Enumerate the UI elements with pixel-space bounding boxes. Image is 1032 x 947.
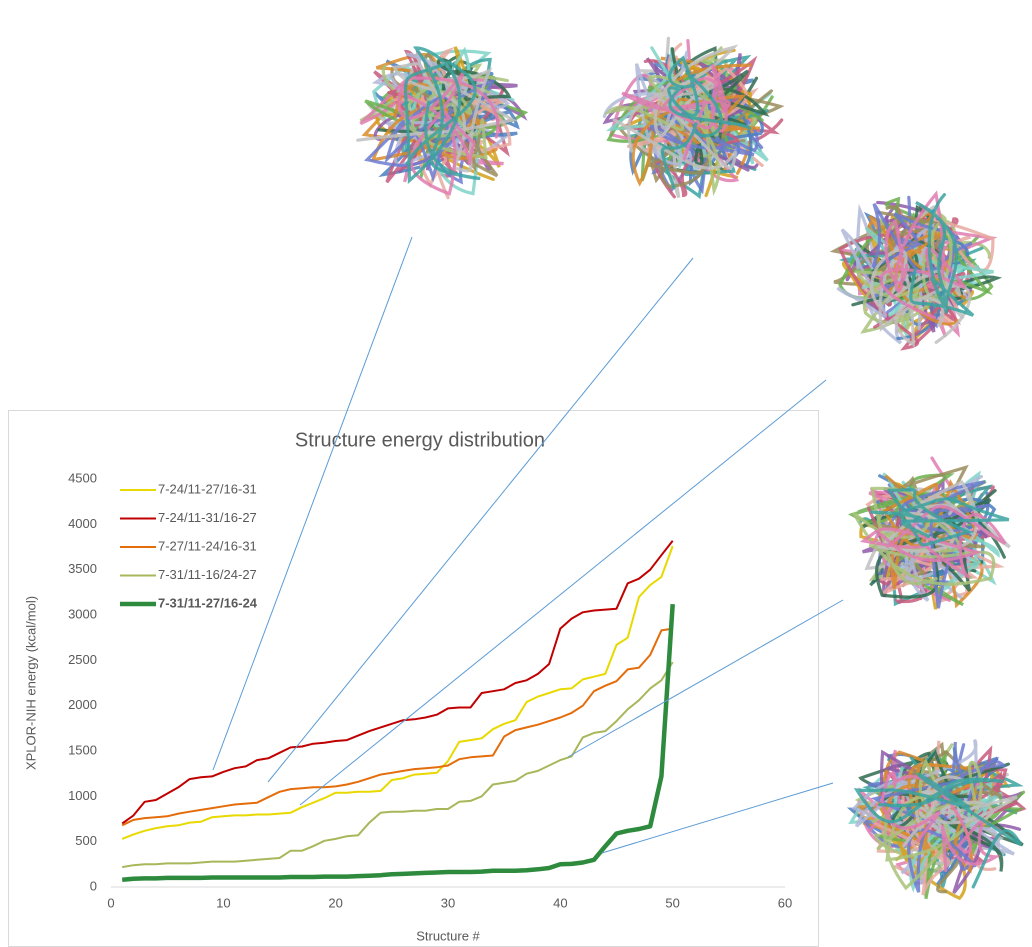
legend-label: 7-31/11-16/24-27 — [158, 567, 257, 582]
legend-label: 7-24/11-31/16-27 — [158, 510, 257, 525]
y-tick-label: 0 — [90, 878, 97, 893]
x-tick-label: 0 — [107, 895, 114, 910]
x-tick-label: 20 — [328, 895, 342, 910]
structure-renderings — [358, 38, 997, 348]
y-tick-label: 4000 — [68, 516, 97, 531]
x-tick-label: 30 — [441, 895, 455, 910]
y-tick-label: 4500 — [68, 470, 97, 485]
x-tick-label: 60 — [778, 895, 792, 910]
legend-label: 7-31/11-27/16-24 — [158, 595, 258, 610]
y-tick-label: 3000 — [68, 606, 97, 621]
x-tick-label: 10 — [216, 895, 230, 910]
structure-renderings-front — [851, 458, 1024, 899]
y-tick-label: 1500 — [68, 742, 97, 757]
chart-title: Structure energy distribution — [295, 429, 545, 451]
legend-label: 7-27/11-24/16-31 — [158, 538, 257, 553]
figure: Structure energy distribution Structure … — [0, 0, 1032, 947]
legend-label: 7-24/11-27/16-31 — [158, 481, 257, 496]
y-tick-label: 2500 — [68, 652, 97, 667]
y-tick-label: 2000 — [68, 697, 97, 712]
page: Structure energy distribution Structure … — [0, 0, 1032, 947]
x-tick-label: 50 — [665, 895, 679, 910]
x-axis-label: Structure # — [416, 928, 480, 943]
y-tick-label: 500 — [75, 833, 97, 848]
y-tick-label: 1000 — [68, 788, 97, 803]
y-axis-label: XPLOR-NIH energy (kcal/mol) — [23, 596, 38, 770]
y-tick-label: 3500 — [68, 561, 97, 576]
x-tick-label: 40 — [553, 895, 567, 910]
